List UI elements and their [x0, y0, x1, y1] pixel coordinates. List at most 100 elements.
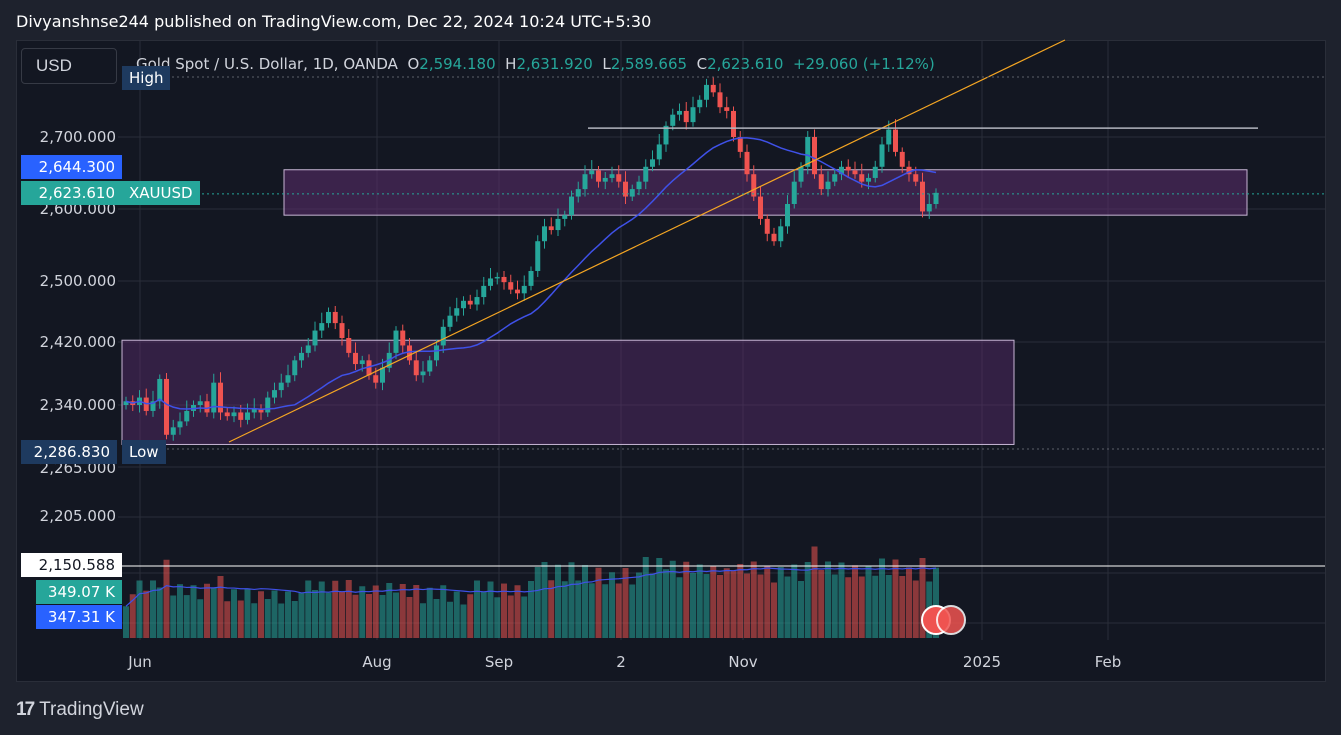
volume-bar	[359, 586, 366, 638]
chart-zones	[121, 169, 1248, 445]
close-value: 2,623.610	[707, 55, 784, 73]
volume-bar	[683, 561, 690, 638]
candle-body	[798, 166, 804, 182]
volume-bar	[433, 599, 440, 638]
high-label: H	[505, 55, 517, 73]
candle-body	[515, 289, 520, 294]
candle-body	[812, 137, 817, 175]
candle-body	[339, 323, 345, 338]
volume-bar	[163, 559, 170, 638]
volume-bar	[474, 580, 480, 638]
candle-body	[326, 311, 331, 324]
candle-body	[278, 382, 284, 391]
volume-bar	[494, 597, 501, 638]
candle-body	[299, 352, 304, 361]
candle-body	[521, 285, 527, 294]
volume-bar	[764, 566, 771, 638]
low-value: 2,589.665	[610, 55, 688, 73]
candle-body	[353, 352, 358, 365]
candle-body	[690, 107, 696, 123]
volume-bar	[420, 603, 426, 638]
candle-body	[832, 174, 838, 182]
candle-body	[920, 181, 925, 212]
candle-body	[501, 276, 507, 283]
volume-bar	[237, 600, 244, 638]
volume-bar	[244, 588, 251, 638]
volume-bar	[426, 587, 433, 638]
volume-bar	[750, 561, 757, 638]
candle-body	[785, 204, 790, 227]
volume-bar	[231, 589, 237, 638]
candle-body	[886, 129, 892, 145]
volume-bar	[156, 587, 163, 638]
candle-body	[413, 360, 419, 376]
volume-bar	[366, 594, 372, 638]
hline-value-tag: 2,150.588	[21, 553, 122, 577]
candle-body	[332, 311, 338, 324]
tradingview-logo[interactable]: 17 TradingView	[16, 699, 144, 721]
volume-bar	[123, 606, 129, 638]
published-text: Divyanshnse244 published on TradingView.…	[16, 12, 652, 31]
candle-body	[305, 345, 311, 353]
price-tick: 2,500.000	[39, 272, 116, 290]
candle-body	[704, 84, 709, 100]
volume-bar	[305, 580, 312, 638]
volume-bar	[264, 599, 271, 638]
volume-bar	[622, 568, 629, 638]
candle-body	[467, 300, 473, 305]
price-tick: 2,700.000	[39, 128, 116, 146]
candle-body	[771, 233, 777, 242]
volume-bar	[258, 591, 264, 638]
volume-bar	[541, 562, 548, 638]
candle-body	[508, 282, 514, 290]
candle-body	[319, 323, 325, 331]
volume-tag: 349.07 K	[36, 580, 122, 604]
volume-bar	[730, 570, 737, 638]
volume-bar	[690, 573, 696, 638]
volume-bar	[744, 573, 750, 638]
volume-ma-line	[125, 567, 937, 607]
candle-body	[717, 92, 723, 108]
volume-bar	[487, 581, 494, 638]
volume-bar	[352, 594, 359, 638]
candle-body	[683, 110, 689, 123]
volume-bar	[190, 585, 197, 638]
candles	[123, 77, 939, 441]
candle-body	[285, 375, 291, 383]
candle-body	[879, 144, 885, 167]
currency-button[interactable]: USD	[21, 48, 117, 84]
volume-bar	[332, 580, 339, 638]
ohlc-legend: Gold Spot / U.S. Dollar, 1D, OANDA O2,59…	[136, 55, 935, 73]
candle-body	[906, 166, 912, 175]
volume-bar	[460, 604, 467, 638]
candle-body	[400, 330, 406, 346]
candle-body	[852, 170, 858, 175]
change-value: +29.060 (+1.12%)	[792, 55, 935, 73]
volume-bar	[318, 581, 325, 638]
candle-body	[569, 196, 574, 216]
volume-bar	[649, 573, 656, 638]
candle-body	[474, 297, 480, 305]
volume-bar	[737, 564, 744, 638]
candle-body	[670, 114, 676, 126]
volume-bar	[204, 583, 210, 638]
volume-bar	[669, 560, 676, 638]
volume-bar	[852, 565, 858, 638]
volume-bar	[723, 568, 730, 638]
volume-bar	[595, 567, 602, 638]
symbol-title[interactable]: Gold Spot / U.S. Dollar, 1D, OANDA	[136, 55, 398, 73]
candle-body	[373, 375, 379, 383]
low-tag: Low	[122, 440, 166, 464]
candle-body	[258, 408, 264, 413]
candle-body	[150, 401, 156, 411]
flag-icon[interactable]	[936, 605, 966, 635]
volume-bar	[183, 595, 190, 638]
volume-bar	[170, 595, 177, 638]
time-tick: Nov	[728, 653, 758, 671]
volume-bar	[507, 595, 514, 638]
volume-bar	[656, 558, 663, 638]
volume-bar	[406, 597, 413, 638]
candle-body	[913, 174, 919, 182]
candle-body	[623, 181, 628, 197]
